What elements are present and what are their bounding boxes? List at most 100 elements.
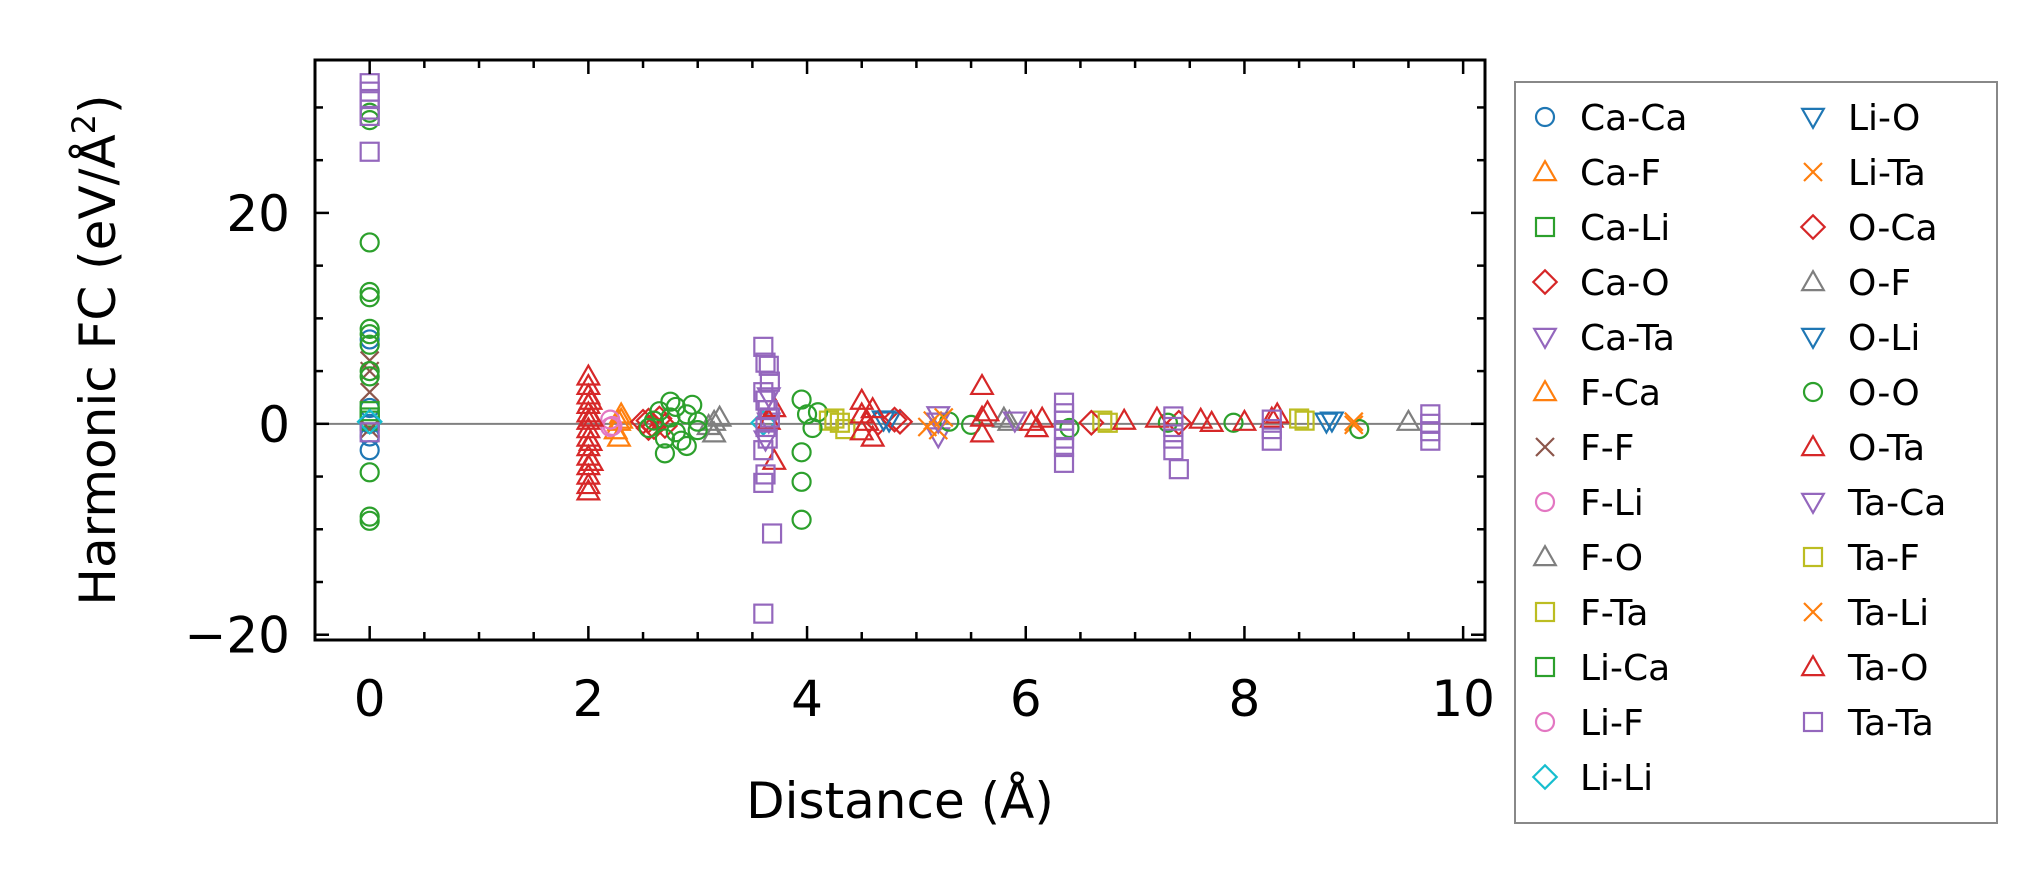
data-point: [753, 440, 774, 461]
series-ta-ta: [359, 73, 1441, 624]
legend-entry: Ta-O: [1800, 648, 1928, 689]
legend-label: Ta-F: [1847, 538, 1920, 579]
legend-frame: [1514, 81, 1998, 824]
data-point: [1157, 412, 1178, 433]
x-tick-label: 6: [1010, 670, 1042, 728]
legend-marker: [1534, 601, 1556, 623]
data-point: [359, 232, 380, 253]
legend-entry: F-Li: [1534, 483, 1644, 524]
legend-label: Li-Li: [1580, 758, 1653, 799]
data-point: [651, 412, 679, 440]
data-point: [356, 408, 383, 435]
data-point: [753, 472, 774, 493]
data-point: [917, 417, 938, 437]
legend-marker: [1800, 492, 1826, 516]
data-point: [1144, 405, 1170, 428]
legend-label: O-Li: [1848, 318, 1920, 359]
data-point: [1344, 415, 1364, 435]
data-point: [991, 405, 1017, 428]
legend-label: F-Li: [1580, 483, 1644, 524]
legend-label: Ca-Li: [1580, 208, 1670, 249]
data-point: [859, 396, 886, 419]
series-ta-f: [824, 408, 1315, 440]
data-point: [359, 366, 380, 387]
data-point: [870, 410, 897, 433]
data-point: [1002, 411, 1028, 434]
data-point: [695, 412, 722, 436]
data-point: [687, 411, 708, 432]
data-point: [600, 416, 621, 438]
legend-label: F-F: [1580, 428, 1634, 469]
legend-label: O-Ca: [1848, 208, 1938, 249]
y-axis-label: Harmonic FC (eV/Å2): [65, 94, 127, 605]
legend-marker: [1534, 106, 1556, 128]
legend-entry: O-Li: [1800, 318, 1920, 359]
data-point: [755, 416, 776, 438]
axis-tick-labels: 0 2 4 6 8 10 −20 0 20: [184, 185, 1494, 728]
data-point: [665, 396, 686, 418]
data-point: [1053, 452, 1075, 473]
legend-marker: [1531, 268, 1559, 296]
legend-entry: Ta-Li: [1803, 593, 1929, 634]
data-point: [1261, 418, 1282, 440]
data-point: [359, 401, 380, 422]
legend: Ca-Ca Ca-F Ca-Li Ca-O Ca-Ta F-Ca F-F F-Li F-O F-T…: [1514, 81, 1998, 824]
data-point: [1111, 407, 1137, 430]
legend-label: F-Ca: [1580, 373, 1661, 414]
legend-entry: O-Ca: [1799, 208, 1938, 249]
data-point: [359, 506, 380, 527]
data-point: [886, 408, 914, 435]
y-axis-label-main: Harmonic FC (eV/Å: [69, 134, 127, 605]
legend-marker: [1534, 216, 1556, 238]
data-point: [1163, 406, 1184, 427]
series-ta-li: [917, 407, 1364, 437]
data-point: [577, 428, 604, 451]
data-point: [1319, 411, 1345, 434]
x-tick-label: 4: [791, 670, 823, 728]
legend-marker: [1535, 437, 1555, 457]
series-li-f: [600, 416, 621, 438]
legend-marker: [1800, 107, 1826, 131]
legend-label: Ca-O: [1580, 263, 1670, 304]
legend-items: Ca-Ca Ca-F Ca-Li Ca-O Ca-Ta F-Ca F-F F-Li F-O F-T…: [1531, 98, 1946, 799]
x-axis-label: Distance (Å): [746, 772, 1054, 830]
data-point: [359, 360, 380, 382]
data-point: [758, 355, 779, 376]
series-li-ca: [359, 401, 380, 422]
data-point: [359, 105, 380, 126]
legend-marker: [1803, 162, 1823, 182]
data-point: [1168, 459, 1189, 480]
data-point: [1163, 428, 1184, 449]
legend-label: Ta-O: [1847, 648, 1928, 689]
series-f-o: [701, 404, 1422, 443]
legend-entry: Li-Ca: [1534, 648, 1670, 689]
data-point: [359, 141, 380, 162]
legend-entry: F-Ta: [1534, 593, 1648, 634]
data-point: [359, 318, 380, 340]
data-point: [359, 462, 380, 483]
legend-entry: O-O: [1802, 373, 1920, 414]
data-point: [824, 408, 845, 429]
data-point: [1264, 401, 1290, 424]
legend-label: Ca-Ta: [1580, 318, 1675, 359]
data-point: [753, 603, 774, 624]
legend-entry: Ca-Ta: [1532, 318, 1675, 359]
legend-entry: O-Ta: [1800, 428, 1925, 469]
legend-entry: F-O: [1532, 538, 1643, 579]
x-tick-label: 2: [572, 670, 604, 728]
x-tick-label: 10: [1431, 670, 1495, 728]
legend-entry: F-Ca: [1532, 373, 1661, 414]
data-point: [1018, 408, 1044, 431]
legend-marker: [1534, 491, 1556, 513]
data-point: [757, 428, 778, 449]
data-point: [359, 329, 380, 350]
data-point: [1163, 440, 1184, 461]
legend-entry: Ca-F: [1532, 153, 1661, 194]
legend-label: Li-F: [1580, 703, 1644, 744]
data-point: [807, 402, 829, 423]
data-point: [660, 391, 681, 412]
legend-label: Ta-Ca: [1847, 483, 1946, 524]
data-point: [757, 400, 778, 421]
legend-label: O-F: [1848, 263, 1911, 304]
